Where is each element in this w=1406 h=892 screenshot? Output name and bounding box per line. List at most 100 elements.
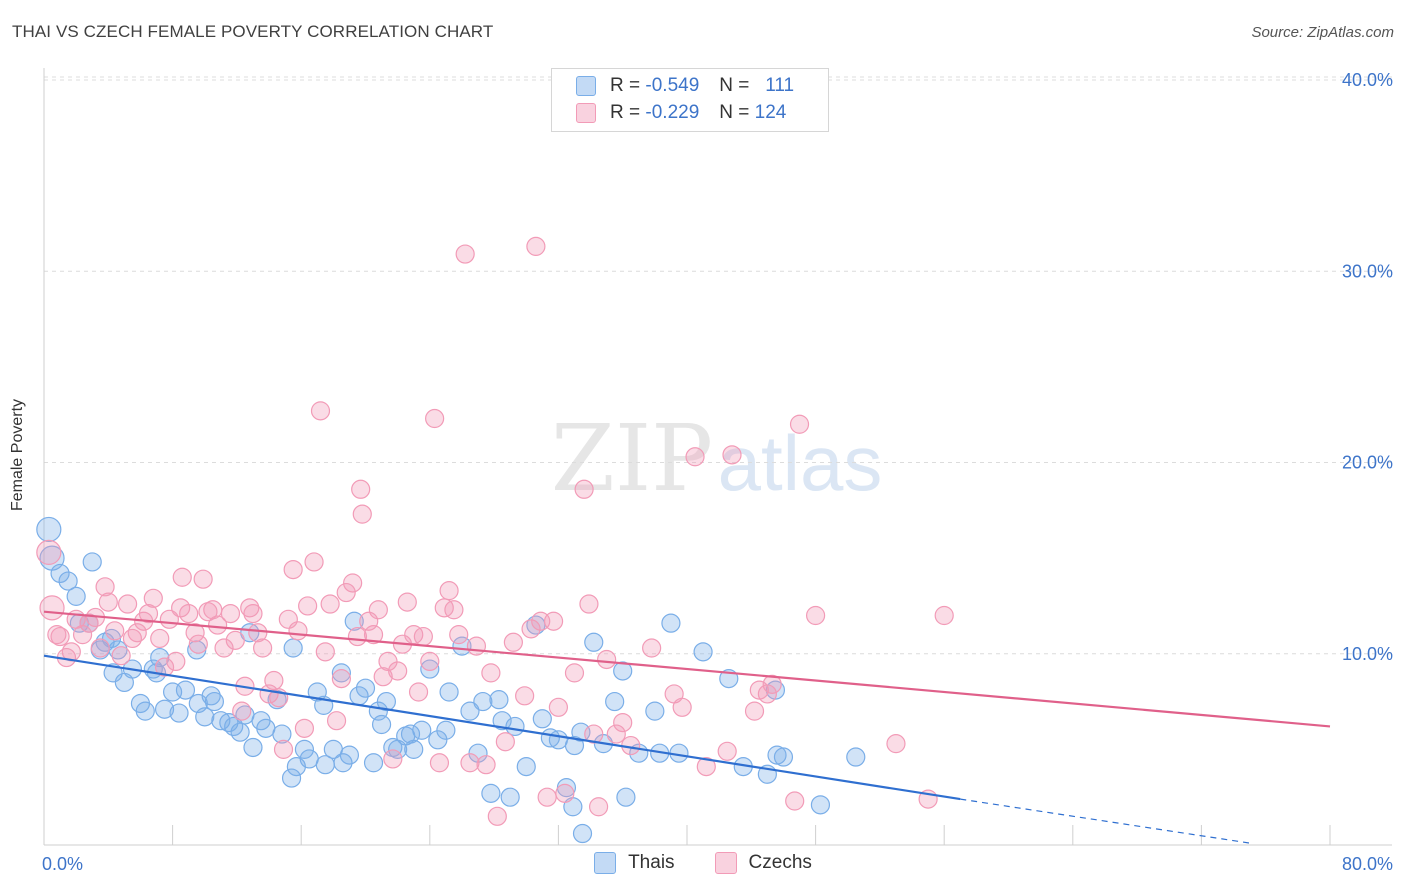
thais-point [616,787,636,807]
czechs-point [347,626,368,647]
thais-swatch [594,852,617,874]
thais-point [363,753,384,773]
trend-lines [43,610,1331,844]
chart-title: THAI VS CZECH FEMALE POVERTY CORRELATION… [12,22,494,41]
thais-point [500,787,520,807]
grid-lines [44,76,1392,655]
thais-point [452,636,472,656]
thais-point [230,722,250,742]
thais-point [333,753,353,773]
czechs-swatch [576,103,596,123]
czechs-point [326,711,347,731]
czechs-point [36,539,62,565]
czechs-point [298,596,318,616]
czechs-point [331,669,351,689]
czechs-point [420,651,440,672]
source-label: Source: ZipAtlas.com [1251,24,1394,41]
thais-point [584,632,604,652]
czechs-point [193,569,213,589]
czechs-point [188,634,208,654]
czechs-point [574,479,594,499]
thais-point [66,586,86,606]
thais-point [846,747,866,767]
czechs-point [785,791,805,811]
legend-item-czechs[interactable]: Czechs [714,852,812,874]
czechs-point [613,712,633,733]
czechs-point [283,559,303,580]
thais-point [460,701,480,721]
thais-point [428,730,448,750]
thais-point [50,563,70,584]
czechs-point [310,401,331,421]
czechs-point [429,753,450,773]
czechs-point [521,619,541,639]
czechs-point [172,567,192,587]
thais-point [154,699,175,719]
r-value: -0.229 [645,102,700,123]
czechs-point [150,628,170,649]
n-value: 124 [754,102,787,123]
thais-point [294,739,315,759]
czechs-point [564,663,585,683]
thais-point [613,661,633,681]
czechs-point [72,625,93,645]
czechs-point [232,701,252,721]
legend-row-thais: R = -0.549 N = 111 [576,73,794,99]
y-tick-label: 30.0% [1342,261,1393,281]
czechs-point [185,623,205,643]
czechs-point [320,594,340,614]
thais-point [299,749,319,769]
czechs-point [253,638,273,658]
czechs-point [294,718,315,738]
czechs-point [449,625,469,645]
czechs-point [543,611,564,631]
czechs-point [460,753,480,773]
thais-point [283,638,303,658]
legend-label: Thais [628,852,675,873]
thais-point [439,682,459,702]
thais-point [468,743,488,763]
thais-point [773,747,794,767]
czechs-point [685,447,705,467]
czechs-point [444,600,464,620]
thais-point [412,720,432,740]
legend-label: Czechs [748,852,812,873]
thais-point [473,691,493,712]
correlation-legend: R = -0.549 N = 111 R = -0.229 N = 124 [551,68,829,132]
r-value: -0.549 [645,75,700,96]
x-tick-label: 80.0% [1342,854,1393,874]
czechs-point [886,734,906,754]
thais-trend-line [43,654,961,801]
legend-item-thais[interactable]: Thais [594,852,675,874]
thais-point [489,690,509,710]
czechs-point [264,670,284,691]
thais-point [436,720,456,740]
thais-point [150,647,170,668]
thais-trend-extension [960,798,1250,844]
y-tick-label: 20.0% [1342,453,1393,473]
czechs-point [762,674,782,694]
czechs-point [388,661,408,681]
thais-point [355,678,376,698]
czechs-point [515,686,535,706]
czechs-point [179,603,199,624]
czechs-point [606,724,626,744]
y-tick-label: 10.0% [1342,644,1393,664]
czechs-point [584,724,604,744]
czechs-point [495,732,515,752]
czechs-point [363,625,384,645]
thais-point [420,659,440,679]
legend-row-czechs: R = -0.229 N = 124 [576,100,786,126]
thais-swatch [576,76,596,96]
x-tick-label: 0.0% [42,854,83,874]
czechs-point [555,783,575,803]
thais-point [810,795,831,815]
czechs-point [487,806,507,826]
tick-labels: 10.0% 20.0% 30.0% 40.0% 0.0% 80.0% [42,70,1393,874]
czechs-point [208,615,228,635]
thais-point [256,718,276,738]
czechs-point [343,573,363,593]
thais-point [36,516,62,543]
czechs-point [225,630,245,650]
thais-point [331,663,351,683]
